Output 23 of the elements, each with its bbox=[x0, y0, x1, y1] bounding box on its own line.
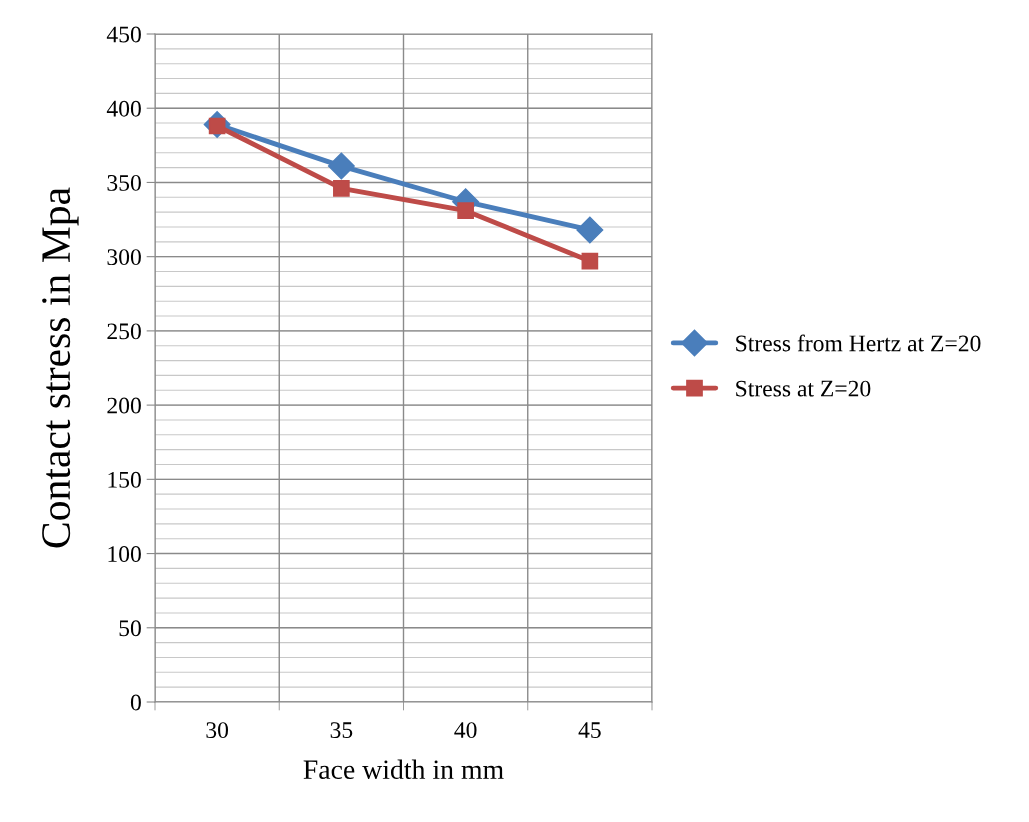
y-tick-label: 100 bbox=[108, 546, 141, 562]
point bbox=[576, 216, 604, 244]
y-tick-label: 50 bbox=[119, 620, 141, 637]
y-tick-label: 200 bbox=[107, 397, 141, 414]
y-tick-label: 350 bbox=[107, 174, 141, 191]
y-tick-label: 450 bbox=[106, 26, 141, 43]
point bbox=[581, 252, 599, 270]
x-axis-title: Face width in mm bbox=[303, 759, 504, 780]
point bbox=[327, 152, 355, 180]
y-axis-title: Contact stress in Mpa bbox=[42, 187, 79, 548]
y-tick-label: 300 bbox=[107, 249, 141, 266]
x-tick-label: 35 bbox=[330, 722, 353, 739]
legend-label: Stress from Hertz at Z=20 bbox=[736, 334, 981, 352]
x-tick-label: 30 bbox=[206, 722, 229, 739]
point bbox=[457, 202, 474, 219]
point bbox=[333, 180, 350, 197]
x-tick-label: 45 bbox=[578, 722, 601, 739]
y-tick-label: 150 bbox=[108, 471, 141, 488]
y-tick-label: 400 bbox=[106, 100, 141, 117]
y-tick-label: 0 bbox=[130, 694, 141, 711]
y-tick-label: 250 bbox=[107, 323, 141, 340]
legend-label: Stress at Z=20 bbox=[736, 380, 871, 397]
x-tick-label: 40 bbox=[454, 722, 477, 739]
